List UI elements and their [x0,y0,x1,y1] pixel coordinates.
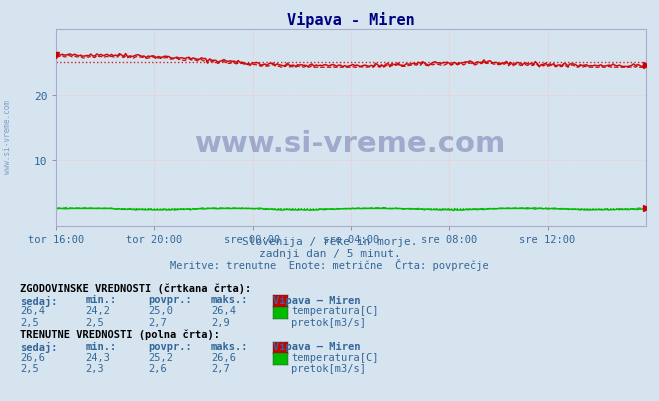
Text: 26,4: 26,4 [20,306,45,316]
Text: temperatura[C]: temperatura[C] [291,306,379,316]
Text: Slovenija / reke in morje.: Slovenija / reke in morje. [242,237,417,247]
Text: Vipava – Miren: Vipava – Miren [273,295,361,305]
Text: 25,2: 25,2 [148,352,173,362]
Text: 25,0: 25,0 [148,306,173,316]
Text: pretok[m3/s]: pretok[m3/s] [291,317,366,327]
Text: pretok[m3/s]: pretok[m3/s] [291,363,366,373]
Text: 24,2: 24,2 [86,306,111,316]
Text: ZGODOVINSKE VREDNOSTI (črtkana črta):: ZGODOVINSKE VREDNOSTI (črtkana črta): [20,283,251,293]
Text: Meritve: trenutne  Enote: metrične  Črta: povprečje: Meritve: trenutne Enote: metrične Črta: … [170,259,489,271]
Text: maks.:: maks.: [211,341,248,351]
Text: povpr.:: povpr.: [148,341,192,351]
Text: zadnji dan / 5 minut.: zadnji dan / 5 minut. [258,249,401,259]
Text: 26,4: 26,4 [211,306,236,316]
Text: 2,7: 2,7 [211,363,229,373]
Text: www.si-vreme.com: www.si-vreme.com [195,130,507,158]
Text: min.:: min.: [86,295,117,305]
Text: 2,7: 2,7 [148,317,167,327]
Text: sedaj:: sedaj: [20,295,57,306]
Text: temperatura[C]: temperatura[C] [291,352,379,362]
Text: 26,6: 26,6 [20,352,45,362]
Text: 26,6: 26,6 [211,352,236,362]
Text: 2,5: 2,5 [20,317,38,327]
Text: Vipava – Miren: Vipava – Miren [273,341,361,351]
Text: 2,3: 2,3 [86,363,104,373]
Text: 2,6: 2,6 [148,363,167,373]
Text: 2,9: 2,9 [211,317,229,327]
Text: maks.:: maks.: [211,295,248,305]
Text: 2,5: 2,5 [86,317,104,327]
Text: povpr.:: povpr.: [148,295,192,305]
Title: Vipava - Miren: Vipava - Miren [287,12,415,28]
Text: min.:: min.: [86,341,117,351]
Text: 2,5: 2,5 [20,363,38,373]
Text: www.si-vreme.com: www.si-vreme.com [3,99,13,173]
Text: sedaj:: sedaj: [20,341,57,352]
Text: TRENUTNE VREDNOSTI (polna črta):: TRENUTNE VREDNOSTI (polna črta): [20,329,219,339]
Text: 24,3: 24,3 [86,352,111,362]
